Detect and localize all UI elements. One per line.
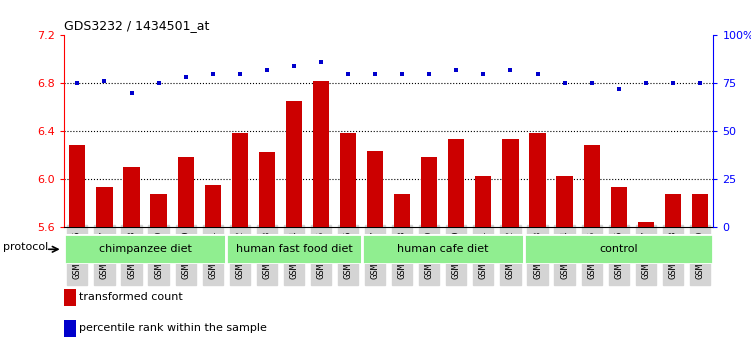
Point — [667, 80, 679, 86]
Bar — [584, 145, 600, 227]
Point — [613, 86, 625, 92]
Point — [532, 71, 544, 76]
Point — [559, 80, 571, 86]
Bar — [692, 194, 708, 227]
Bar — [340, 133, 356, 227]
Text: human fast food diet: human fast food diet — [236, 244, 352, 254]
Point — [288, 63, 300, 69]
Point — [125, 90, 137, 96]
Bar — [638, 222, 654, 227]
Text: transformed count: transformed count — [79, 292, 182, 302]
Text: control: control — [599, 244, 638, 254]
Point — [505, 67, 517, 73]
Bar — [611, 187, 627, 227]
Bar — [556, 176, 573, 227]
Point — [694, 80, 706, 86]
Bar — [204, 185, 221, 227]
Point — [478, 71, 490, 76]
Point — [261, 67, 273, 73]
Bar — [502, 139, 518, 227]
Point — [207, 71, 219, 76]
Bar — [361, 234, 524, 264]
Point — [98, 79, 110, 84]
Bar — [123, 167, 140, 227]
Bar — [524, 234, 713, 264]
Bar — [231, 133, 248, 227]
Point — [397, 71, 409, 76]
Bar — [96, 187, 113, 227]
Point — [152, 80, 164, 86]
Point — [234, 71, 246, 76]
Bar — [475, 176, 491, 227]
Text: human cafe diet: human cafe diet — [397, 244, 489, 254]
Bar — [665, 194, 681, 227]
Bar — [64, 289, 76, 306]
Bar — [421, 157, 437, 227]
Point — [424, 71, 436, 76]
Point — [640, 80, 652, 86]
Bar — [150, 194, 167, 227]
Point — [369, 71, 381, 76]
Bar — [64, 320, 76, 337]
Bar — [177, 157, 194, 227]
Text: GDS3232 / 1434501_at: GDS3232 / 1434501_at — [64, 19, 210, 32]
Point — [451, 67, 463, 73]
Bar — [394, 194, 410, 227]
Text: chimpanzee diet: chimpanzee diet — [98, 244, 192, 254]
Bar — [448, 139, 464, 227]
Bar — [313, 81, 329, 227]
Bar — [529, 133, 546, 227]
Point — [342, 71, 354, 76]
Point — [71, 80, 83, 86]
Point — [315, 59, 327, 65]
Bar — [286, 101, 302, 227]
Point — [586, 80, 598, 86]
Bar — [258, 153, 275, 227]
Bar — [69, 145, 86, 227]
Bar — [64, 234, 226, 264]
Point — [179, 75, 192, 80]
Text: percentile rank within the sample: percentile rank within the sample — [79, 323, 267, 333]
Text: protocol: protocol — [3, 242, 49, 252]
Bar — [226, 234, 361, 264]
Bar — [367, 151, 383, 227]
